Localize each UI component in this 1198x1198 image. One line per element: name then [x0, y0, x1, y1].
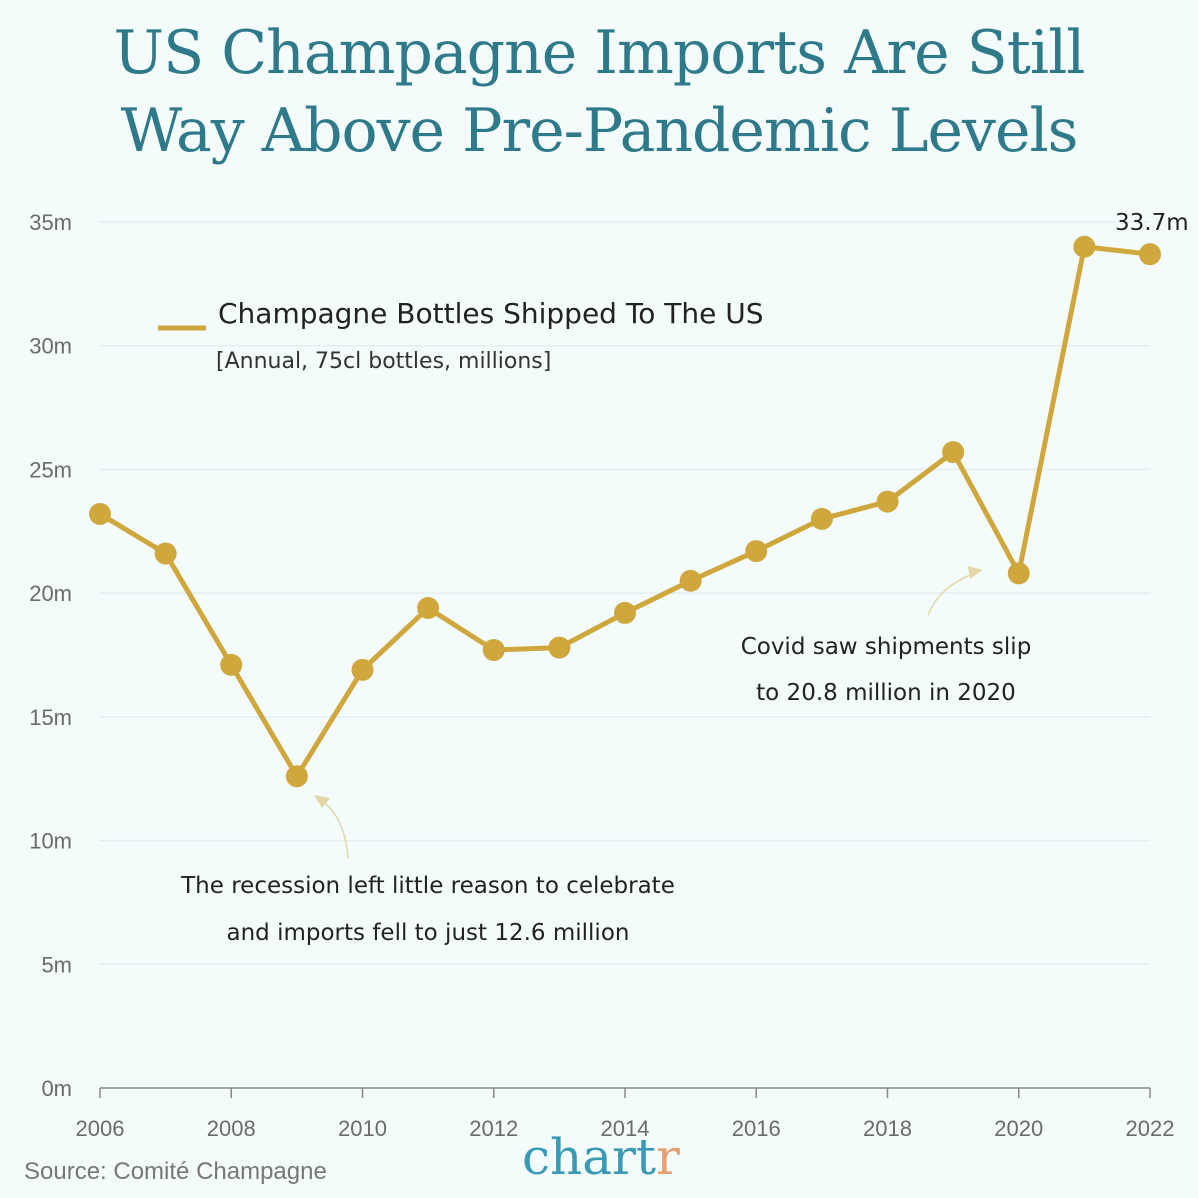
y-tick-label: 0m	[41, 1076, 72, 1101]
data-point	[482, 639, 505, 662]
data-point	[89, 502, 111, 525]
chart-title: US Champagne Imports Are Still Way Above…	[0, 14, 1198, 170]
source-note: Source: Comité Champagne	[24, 1158, 327, 1185]
data-point	[1073, 235, 1096, 258]
data-point	[810, 507, 833, 530]
y-tick-label: 25m	[29, 457, 72, 482]
logo-text: chart	[522, 1128, 657, 1186]
end-label: 33.7m	[1115, 210, 1189, 236]
data-point	[1139, 243, 1161, 266]
data-point	[679, 569, 702, 592]
y-tick-label: 30m	[29, 334, 72, 359]
data-point	[548, 636, 571, 659]
x-tick-label: 2006	[76, 1116, 125, 1141]
legend-subtitle: [Annual, 75cl bottles, millions]	[216, 349, 551, 374]
data-point	[942, 441, 965, 464]
annotation-covid-line1: Covid saw shipments slip	[741, 634, 1032, 660]
data-point	[876, 490, 899, 513]
arrow-head-icon	[314, 795, 330, 808]
x-tick-label: 2008	[207, 1116, 256, 1141]
data-point	[220, 653, 243, 676]
title-line-1: US Champagne Imports Are Still	[113, 18, 1086, 88]
x-tick-label: 2014	[601, 1116, 650, 1141]
x-tick-label: 2010	[338, 1116, 387, 1141]
x-tick-label: 2016	[732, 1116, 781, 1141]
y-tick-label: 35m	[29, 210, 72, 235]
legend-title: Champagne Bottles Shipped To The US	[218, 297, 763, 330]
x-tick-label: 2020	[994, 1116, 1043, 1141]
y-tick-label: 10m	[29, 829, 72, 854]
chartr-logo: chartr	[522, 1128, 680, 1186]
x-tick-label: 2012	[469, 1116, 518, 1141]
title-line-2: Way Above Pre-Pandemic Levels	[120, 96, 1079, 166]
logo-accent: r	[656, 1128, 680, 1186]
annotation-recession-line2: and imports fell to just 12.6 million	[227, 920, 630, 946]
data-point	[417, 596, 440, 619]
x-tick-label: 2022	[1126, 1116, 1175, 1141]
annotation-recession-line1: The recession left little reason to cele…	[180, 873, 675, 899]
data-point	[745, 540, 768, 563]
x-tick-label: 2018	[863, 1116, 912, 1141]
arrow-head-icon	[968, 566, 983, 579]
y-tick-label: 20m	[29, 581, 72, 606]
y-tick-label: 5m	[41, 952, 72, 977]
annotation-covid-line2: to 20.8 million in 2020	[756, 680, 1016, 706]
data-point	[351, 658, 374, 681]
data-point	[154, 542, 177, 565]
data-point	[1007, 562, 1030, 585]
data-point	[614, 601, 636, 624]
y-tick-label: 15m	[29, 705, 72, 730]
data-point	[285, 765, 308, 788]
